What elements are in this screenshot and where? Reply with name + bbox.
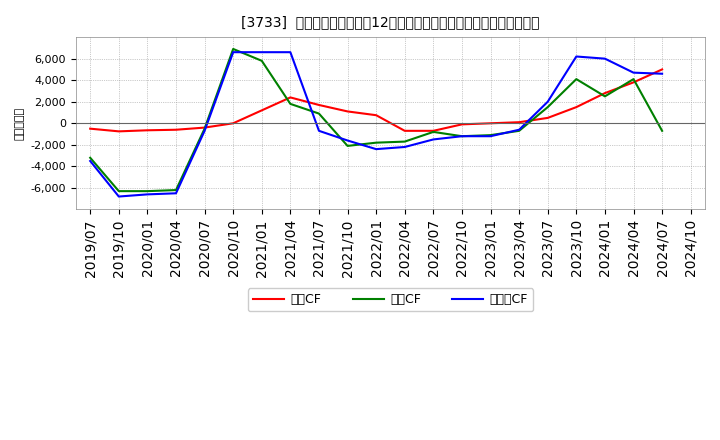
フリーCF (229, 50, 238, 55)
投賃CF (629, 77, 638, 82)
フリーCF (572, 54, 580, 59)
フリーCF (114, 194, 123, 199)
営業CF (629, 80, 638, 85)
フリーCF (400, 144, 409, 150)
投賃CF (229, 46, 238, 51)
投賃CF (114, 188, 123, 194)
投賃CF (286, 101, 294, 106)
投賃CF (343, 143, 352, 149)
営業CF (86, 126, 94, 131)
フリーCF (544, 99, 552, 104)
フリーCF (171, 191, 180, 196)
営業CF (515, 120, 523, 125)
フリーCF (143, 192, 152, 197)
投賃CF (658, 128, 667, 133)
営業CF (171, 127, 180, 132)
投賃CF (429, 129, 438, 135)
営業CF (143, 128, 152, 133)
営業CF (315, 103, 323, 108)
投賃CF (458, 134, 467, 139)
Line: フリーCF: フリーCF (90, 52, 662, 197)
営業CF (114, 129, 123, 134)
フリーCF (372, 147, 380, 152)
営業CF (200, 125, 209, 130)
投賃CF (200, 126, 209, 131)
Legend: 営業CF, 投賃CF, フリーCF: 営業CF, 投賃CF, フリーCF (248, 288, 533, 311)
投賃CF (400, 139, 409, 144)
営業CF (343, 109, 352, 114)
営業CF (429, 128, 438, 133)
営業CF (486, 121, 495, 126)
営業CF (229, 121, 238, 126)
フリーCF (200, 128, 209, 133)
投賃CF (515, 128, 523, 133)
フリーCF (658, 71, 667, 77)
営業CF (286, 95, 294, 100)
投賃CF (544, 104, 552, 110)
フリーCF (315, 128, 323, 133)
フリーCF (629, 70, 638, 75)
営業CF (600, 91, 609, 96)
フリーCF (515, 127, 523, 132)
投賃CF (372, 140, 380, 145)
投賃CF (86, 155, 94, 161)
Line: 営業CF: 営業CF (90, 70, 662, 132)
投賃CF (600, 94, 609, 99)
投賃CF (258, 58, 266, 63)
フリーCF (343, 138, 352, 143)
営業CF (658, 67, 667, 72)
営業CF (458, 122, 467, 127)
Y-axis label: （百万円）: （百万円） (15, 107, 25, 140)
フリーCF (486, 134, 495, 139)
フリーCF (258, 50, 266, 55)
投賃CF (171, 187, 180, 193)
フリーCF (600, 56, 609, 61)
営業CF (372, 113, 380, 118)
営業CF (544, 115, 552, 121)
営業CF (400, 128, 409, 133)
投賃CF (315, 111, 323, 116)
Title: [3733]  キャッシュフローの12か月移動合計の対前年同期増減額の推移: [3733] キャッシュフローの12か月移動合計の対前年同期増減額の推移 (241, 15, 540, 29)
フリーCF (429, 137, 438, 142)
フリーCF (286, 50, 294, 55)
投賃CF (143, 188, 152, 194)
Line: 投賃CF: 投賃CF (90, 49, 662, 191)
営業CF (258, 108, 266, 113)
投賃CF (572, 77, 580, 82)
フリーCF (458, 134, 467, 139)
営業CF (572, 104, 580, 110)
投賃CF (486, 132, 495, 138)
フリーCF (86, 158, 94, 164)
